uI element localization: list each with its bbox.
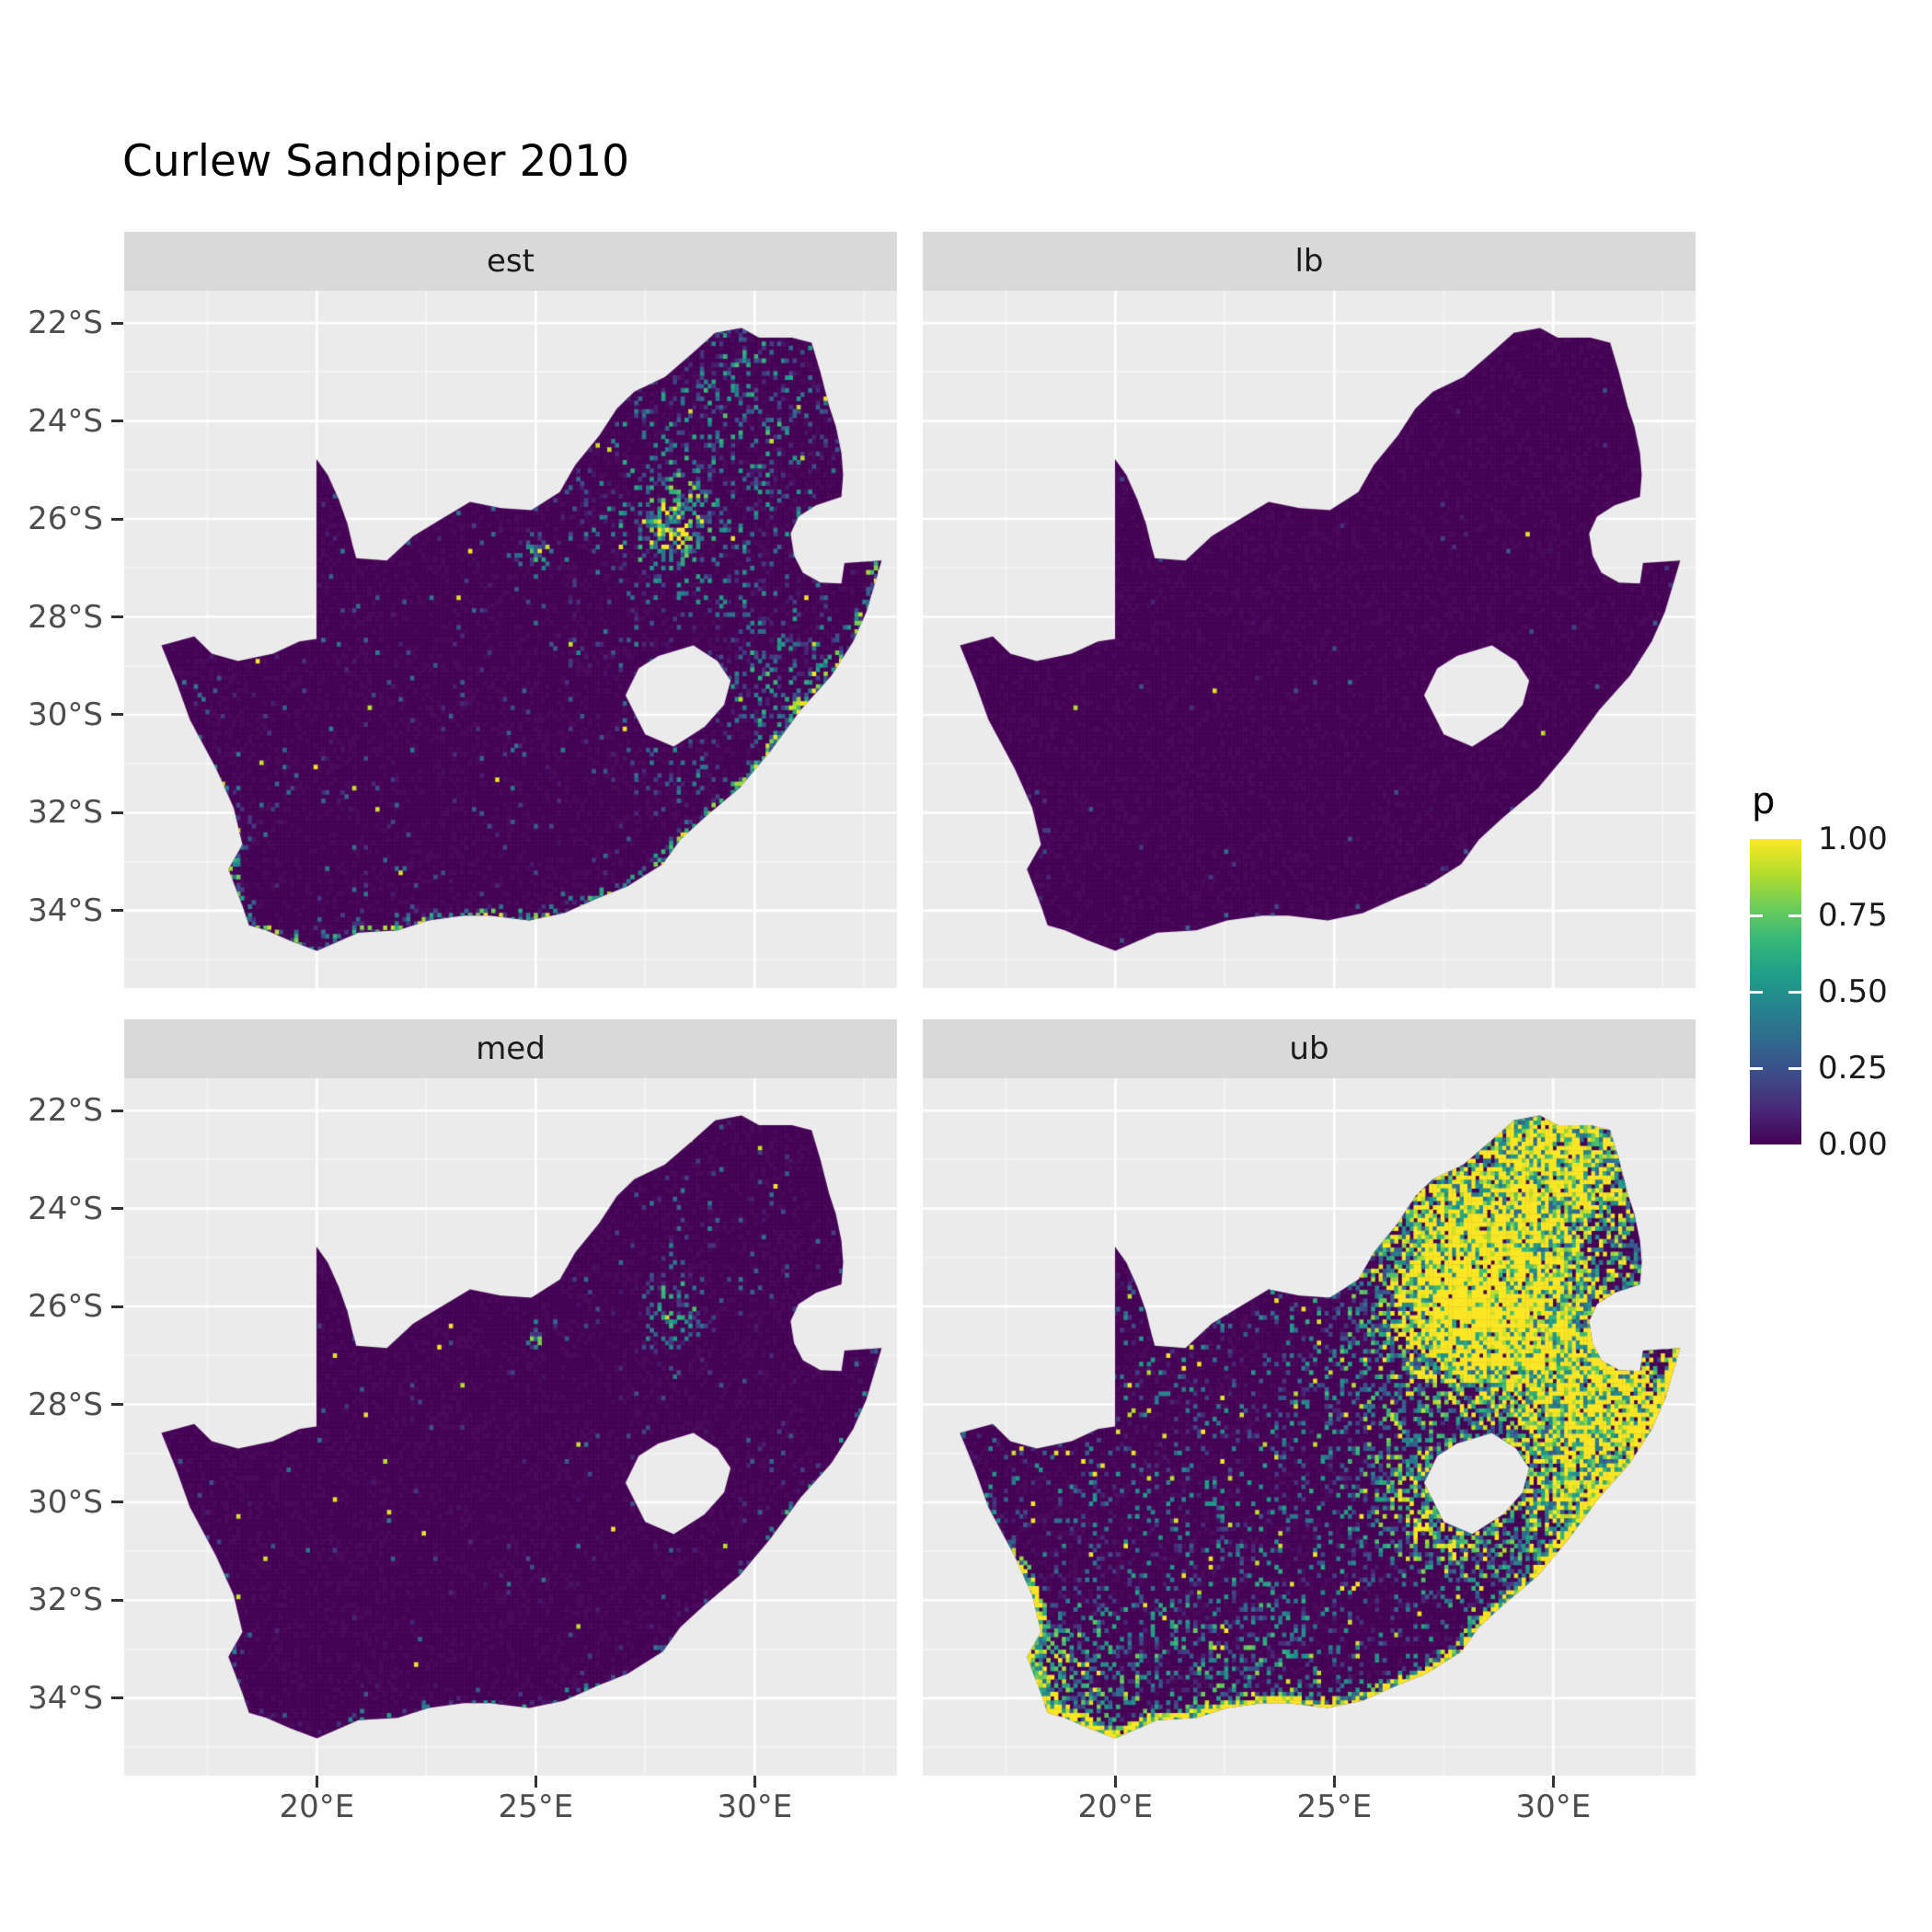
axis-tick bbox=[534, 1776, 537, 1788]
x-tick-label: 25°E bbox=[1296, 1788, 1373, 1825]
axis-tick bbox=[111, 1305, 123, 1308]
y-tick-label: 22°S bbox=[28, 1092, 103, 1130]
legend-tick-label: 1.00 bbox=[1818, 821, 1888, 857]
facet-label-med: med bbox=[476, 1030, 546, 1067]
axis-tick bbox=[1332, 1776, 1336, 1788]
facet-label-est: est bbox=[487, 243, 535, 280]
axis-tick bbox=[753, 1776, 756, 1788]
legend-tick-label: 0.50 bbox=[1818, 973, 1888, 1010]
colorbar-tick bbox=[1750, 1066, 1763, 1070]
axis-tick bbox=[111, 420, 123, 423]
legend-colorbar-wrap: 1.00 0.75 0.50 0.25 0.00 bbox=[1748, 821, 1932, 1163]
colorbar-tick bbox=[1788, 914, 1801, 917]
y-tick-label: 32°S bbox=[28, 1581, 103, 1619]
axis-tick bbox=[1113, 1776, 1117, 1788]
y-tick-label: 26°S bbox=[28, 500, 103, 538]
y-tick-label: 22°S bbox=[28, 305, 103, 342]
facet-label-lb: lb bbox=[1294, 243, 1324, 280]
facet-strip-med: med bbox=[124, 1019, 897, 1078]
axis-tick bbox=[111, 1207, 123, 1211]
facet-strip-lb: lb bbox=[923, 232, 1696, 291]
legend: p 1.00 0.75 0.50 0.25 0.00 bbox=[1748, 780, 1932, 1163]
legend-tick-label: 0.25 bbox=[1818, 1050, 1888, 1087]
facet-map-est bbox=[124, 291, 897, 988]
y-tick-label: 28°S bbox=[28, 598, 103, 636]
y-tick-label: 28°S bbox=[28, 1386, 103, 1423]
axis-tick bbox=[111, 1696, 123, 1700]
axis-tick bbox=[1551, 1776, 1555, 1788]
x-tick-label: 20°E bbox=[279, 1788, 355, 1825]
facet-strip-est: est bbox=[124, 232, 897, 291]
colorbar-tick bbox=[1750, 990, 1763, 994]
axis-tick bbox=[111, 1501, 123, 1504]
legend-title: p bbox=[1752, 780, 1776, 822]
y-tick-label: 30°S bbox=[28, 696, 103, 733]
facet-map-lb bbox=[923, 291, 1696, 988]
x-tick-label: 20°E bbox=[1077, 1788, 1154, 1825]
x-tick-label: 25°E bbox=[498, 1788, 574, 1825]
axis-tick bbox=[111, 811, 123, 814]
axis-tick bbox=[111, 321, 123, 325]
legend-tick-label: 0.75 bbox=[1818, 897, 1888, 934]
x-tick-label: 30°E bbox=[717, 1788, 793, 1825]
facet-map-med bbox=[124, 1078, 897, 1776]
x-tick-label: 30°E bbox=[1515, 1788, 1592, 1825]
axis-tick bbox=[111, 713, 123, 717]
colorbar-tick bbox=[1788, 990, 1801, 994]
y-tick-label: 32°S bbox=[28, 794, 103, 832]
axis-tick bbox=[111, 1403, 123, 1406]
y-tick-label: 30°S bbox=[28, 1483, 103, 1521]
axis-tick bbox=[111, 1598, 123, 1602]
axis-tick bbox=[111, 1109, 123, 1112]
facet-map-ub bbox=[923, 1078, 1696, 1776]
colorbar-tick bbox=[1788, 1066, 1801, 1070]
legend-tick-label: 0.00 bbox=[1818, 1126, 1888, 1163]
y-tick-label: 34°S bbox=[28, 1679, 103, 1717]
chart-title: Curlew Sandpiper 2010 bbox=[122, 136, 630, 187]
axis-tick bbox=[111, 615, 123, 618]
facet-label-ub: ub bbox=[1289, 1030, 1329, 1067]
y-tick-label: 24°S bbox=[28, 402, 103, 440]
colorbar-tick bbox=[1750, 914, 1763, 917]
y-tick-label: 34°S bbox=[28, 891, 103, 929]
axis-tick bbox=[111, 909, 123, 913]
y-tick-label: 24°S bbox=[28, 1190, 103, 1227]
axis-tick bbox=[315, 1776, 318, 1788]
axis-tick bbox=[111, 517, 123, 521]
facet-strip-ub: ub bbox=[923, 1019, 1696, 1078]
y-tick-label: 26°S bbox=[28, 1288, 103, 1326]
